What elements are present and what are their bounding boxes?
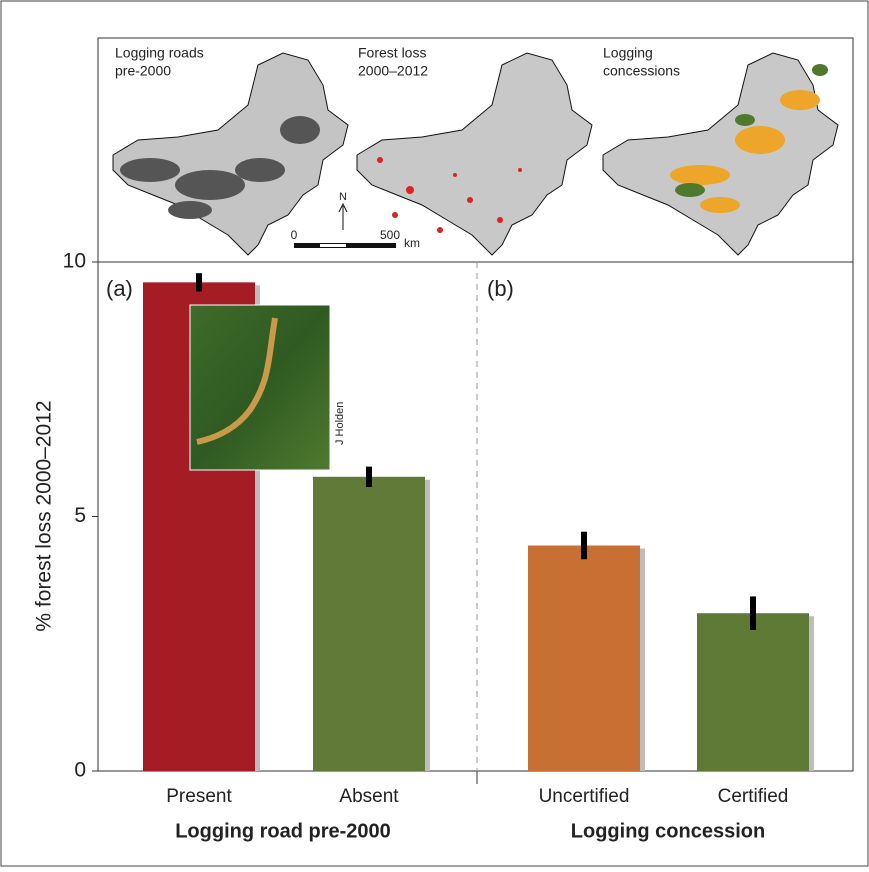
bar	[697, 613, 809, 771]
scale-bar-gap	[320, 244, 346, 247]
x-tick-label: Certified	[718, 786, 789, 807]
bar	[528, 546, 640, 771]
photo-credit: J Holden	[334, 402, 346, 445]
panel-label: (a)	[106, 276, 133, 301]
map-loss	[357, 53, 592, 255]
map-label: concessions	[603, 63, 680, 79]
north-label: N	[339, 191, 347, 203]
scale-label: 0	[291, 228, 298, 242]
group-label: Logging concession	[571, 820, 765, 842]
scale-label: 500	[380, 228, 400, 242]
scale-label: km	[404, 236, 420, 250]
map-label: 2000–2012	[358, 63, 428, 79]
y-tick-label: 10	[63, 250, 86, 273]
group-label: Logging road pre-2000	[175, 820, 391, 842]
map-label: pre-2000	[115, 63, 171, 79]
y-tick-label: 0	[74, 759, 86, 782]
map-roads	[113, 53, 348, 255]
bar	[313, 477, 425, 771]
x-tick-label: Absent	[339, 786, 399, 807]
page: % forest loss 2000–2012 (a) (b) Logging …	[0, 0, 869, 872]
y-axis-label: % forest loss 2000–2012	[33, 400, 56, 631]
panel-label: (b)	[487, 276, 514, 301]
map-label: Forest loss	[358, 45, 426, 61]
x-tick-label: Uncertified	[539, 786, 630, 807]
maps	[113, 53, 838, 255]
map-label: Logging	[603, 45, 653, 61]
map-label: Logging roads	[115, 45, 204, 61]
x-tick-label: Present	[166, 786, 232, 807]
y-tick-label: 5	[74, 504, 86, 527]
map-concessions	[603, 53, 838, 255]
figure: % forest loss 2000–2012 (a) (b) Logging …	[0, 0, 869, 867]
